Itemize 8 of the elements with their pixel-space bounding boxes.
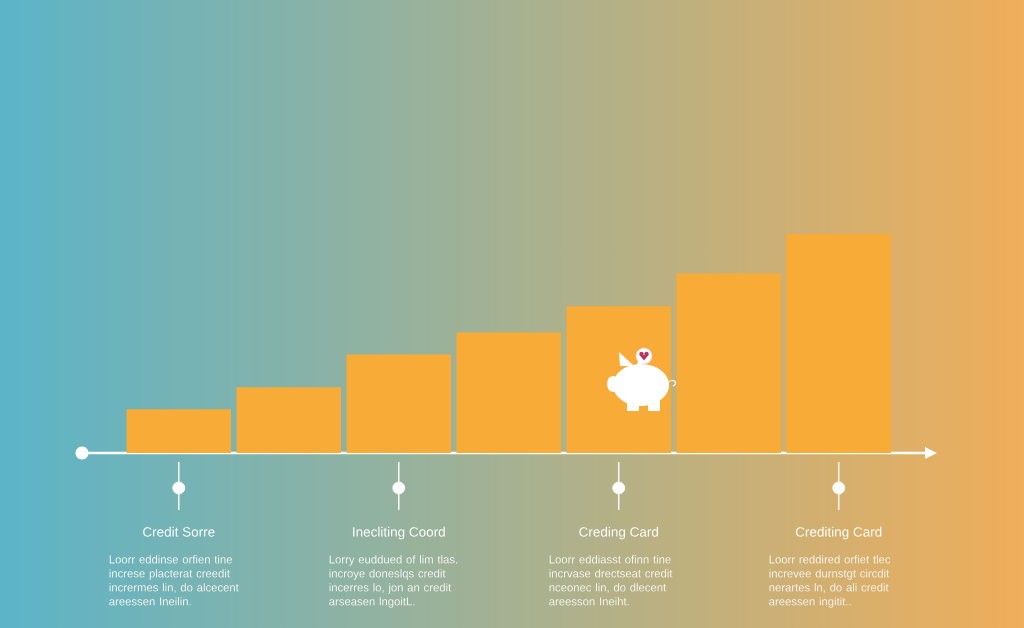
x-tick-label: Inecliting Coord (353, 526, 445, 540)
text: Loorr reddired orfiet tlec increvee durnstgt circdit nerartes ln, do ali credit areessen ingitit.. (769, 555, 891, 608)
x-tick-label: Creding Card (579, 526, 658, 540)
x-tick-label: Crediting Card (795, 526, 882, 540)
x-tick-label: Credit Sorre (143, 526, 215, 537)
text: Lorry euddued of lim tlas. incroye doneslqs credit incerres lo, jon an credit arseasen lngoitL. (329, 555, 458, 608)
text: Loorr eddiasst ofinn tine incrvase drectseat credit nceonec lin, do dlecent areesson Ineiht. (549, 555, 673, 606)
text: Loorr eddinse orfien tine increse placterat creedit incrermes lin, do alcecent areessen Ineilin. (109, 555, 239, 606)
